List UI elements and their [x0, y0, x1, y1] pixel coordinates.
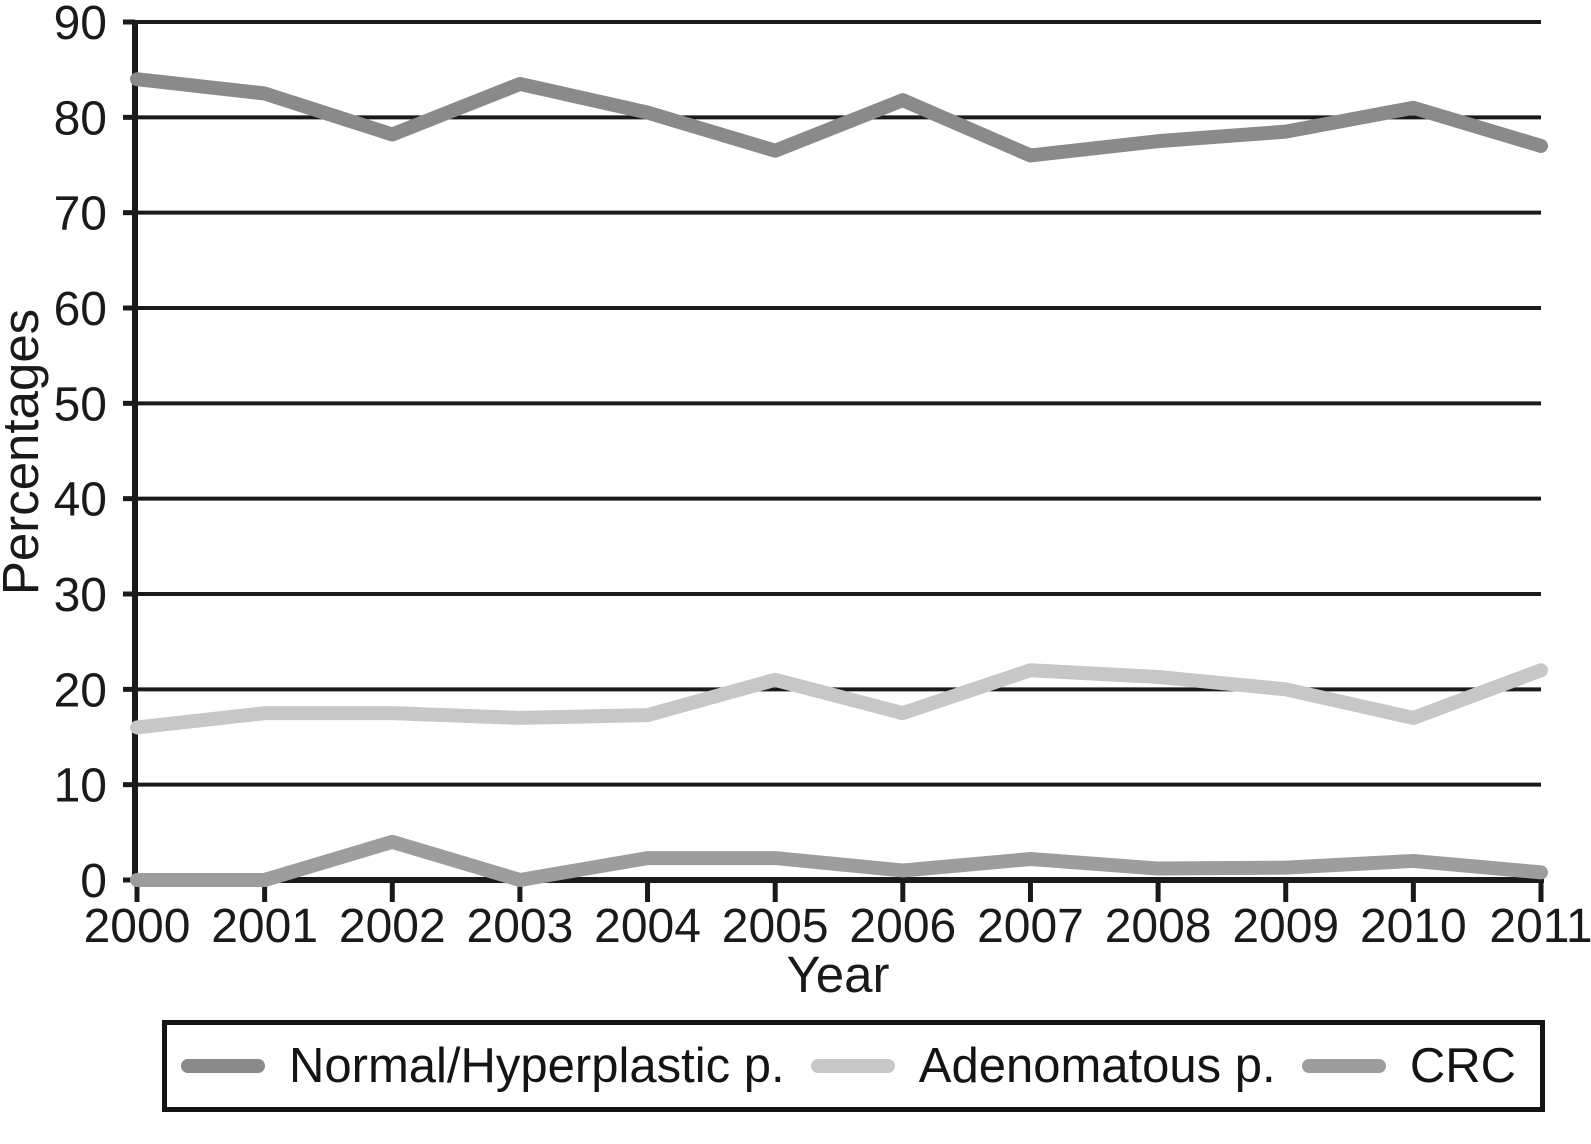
- y-tick-label-50: 50: [54, 378, 107, 431]
- x-tick-label-2002: 2002: [339, 900, 446, 953]
- x-tick-label-2000: 2000: [84, 900, 191, 953]
- legend-item-crc: CRC: [1301, 1038, 1516, 1093]
- x-tick-label-2010: 2010: [1360, 900, 1467, 953]
- x-tick-label-2001: 2001: [211, 900, 318, 953]
- legend-item-normal-hyperplastic-p: Normal/Hyperplastic p.: [181, 1038, 785, 1093]
- legend-label-crc: CRC: [1409, 1038, 1516, 1093]
- y-tick-label-90: 90: [54, 0, 107, 50]
- y-tick-label-10: 10: [54, 760, 107, 813]
- x-tick-label-2007: 2007: [977, 900, 1084, 953]
- x-tick-label-2009: 2009: [1232, 900, 1339, 953]
- legend-label-normal-hyperplastic-p: Normal/Hyperplastic p.: [289, 1038, 785, 1093]
- x-tick-label-2011: 2011: [1489, 900, 1591, 953]
- y-tick-label-40: 40: [54, 474, 107, 527]
- axes: [123, 19, 1544, 902]
- legend-swatch-crc: [1301, 1059, 1386, 1073]
- series-line-normal-hyperplastic-p: [130, 72, 1548, 163]
- series-line-crc: [130, 834, 1548, 887]
- y-axis-title: Percentages: [0, 309, 49, 595]
- x-tick-label-2006: 2006: [849, 900, 956, 953]
- x-axis-title: Year: [786, 946, 889, 1003]
- series-lines: [130, 72, 1548, 887]
- x-tick-label-2003: 2003: [467, 900, 574, 953]
- y-tick-label-20: 20: [54, 664, 107, 717]
- y-tick-label-30: 30: [54, 569, 107, 622]
- y-tick-label-80: 80: [54, 92, 107, 145]
- x-tick-label-2005: 2005: [722, 900, 829, 953]
- chart-legend: Normal/Hyperplastic p. Adenomatous p. CR…: [162, 1020, 1545, 1112]
- tick-labels: 0 10 20 30 40 50 60 70 80 90 2000 2001 2002 2003 2004 2…: [54, 0, 1591, 953]
- legend-swatch-normal-hyperplastic-p: [181, 1059, 265, 1073]
- legend-item-adenomatous-p: Adenomatous p.: [810, 1038, 1276, 1093]
- series-line-adenomatous-p: [130, 663, 1548, 735]
- y-tick-label-70: 70: [54, 188, 107, 241]
- x-tick-label-2004: 2004: [594, 900, 701, 953]
- x-tick-label-2008: 2008: [1105, 900, 1212, 953]
- legend-label-adenomatous-p: Adenomatous p.: [918, 1038, 1276, 1093]
- gridlines: [135, 20, 1541, 787]
- y-tick-label-0: 0: [80, 855, 107, 908]
- y-tick-label-60: 60: [54, 283, 107, 336]
- legend-swatch-adenomatous-p: [810, 1059, 895, 1073]
